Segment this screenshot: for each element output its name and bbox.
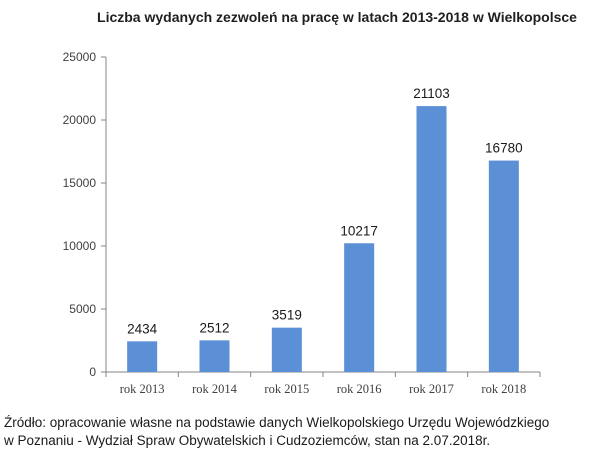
bar-rok-2016 bbox=[344, 243, 375, 372]
y-tick-label: 15000 bbox=[63, 176, 97, 190]
x-tick-label: rok 2017 bbox=[409, 382, 454, 396]
data-label: 2512 bbox=[199, 320, 229, 335]
source-line-2: w Poznaniu - Wydział Spraw Obywatelskich… bbox=[4, 433, 491, 448]
source-note: Źródło: opracowanie własne na podstawie … bbox=[4, 414, 596, 450]
chart-title: Liczba wydanych zezwoleń na pracę w lata… bbox=[97, 9, 577, 25]
x-tick-label: rok 2015 bbox=[264, 382, 309, 396]
y-tick-label: 10000 bbox=[63, 239, 97, 253]
bar-rok-2017 bbox=[416, 106, 447, 372]
x-tick-label: rok 2014 bbox=[192, 382, 238, 396]
x-axis: rok 2013 rok 2014 rok 2015 rok 2016 rok 2017… bbox=[105, 371, 541, 396]
bar-rok-2014 bbox=[199, 340, 230, 372]
x-tick-label: rok 2018 bbox=[481, 382, 526, 396]
y-tick-label: 5000 bbox=[69, 302, 96, 316]
data-label: 21103 bbox=[413, 86, 450, 101]
data-label: 10217 bbox=[340, 223, 378, 238]
y-tick-label: 25000 bbox=[63, 50, 97, 64]
data-label: 2434 bbox=[127, 321, 158, 336]
source-line-1: Źródło: opracowanie własne na podstawie … bbox=[4, 415, 550, 430]
y-tick-label: 20000 bbox=[63, 113, 97, 127]
bar-rok-2013 bbox=[127, 341, 158, 372]
bar-chart: Liczba wydanych zezwoleń na pracę w lata… bbox=[63, 9, 578, 396]
y-axis: 0 5000 10000 15000 20000 25000 bbox=[63, 50, 107, 379]
x-tick-label: rok 2013 bbox=[120, 382, 165, 396]
x-tick-label: rok 2016 bbox=[337, 382, 382, 396]
bar-series: 2434 2512 3519 10217 21103 16780 bbox=[127, 86, 523, 372]
data-label: 16780 bbox=[485, 141, 523, 156]
y-tick-label: 0 bbox=[89, 365, 96, 379]
bar-rok-2015 bbox=[271, 327, 302, 372]
bar-rok-2018 bbox=[488, 160, 519, 372]
data-label: 3519 bbox=[272, 308, 302, 323]
